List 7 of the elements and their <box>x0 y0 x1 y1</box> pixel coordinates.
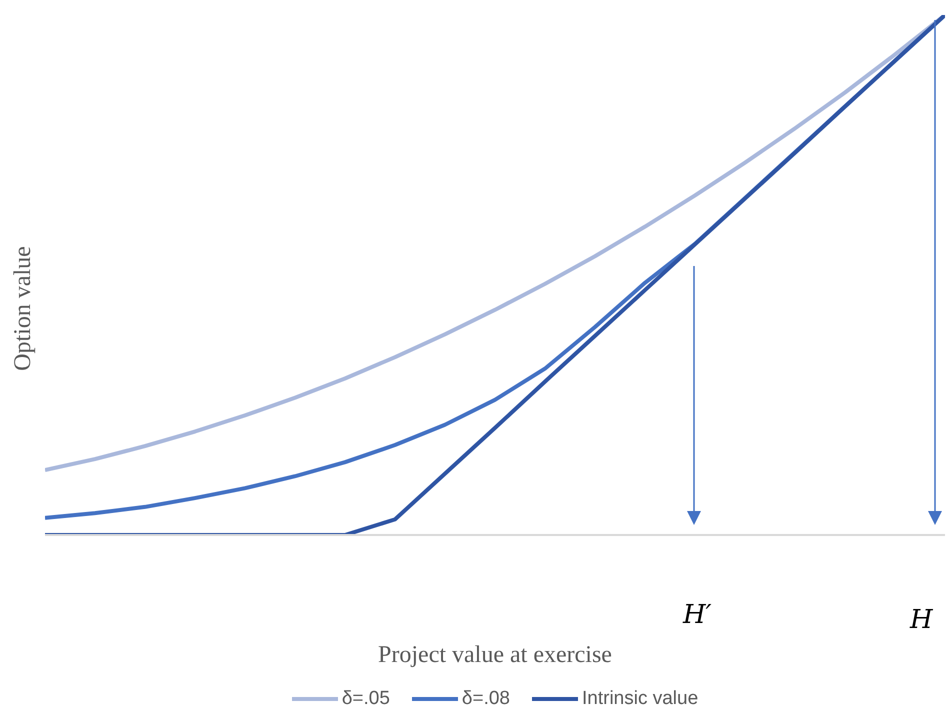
text: H <box>910 605 933 635</box>
legend-label: Intrinsic value <box>582 688 698 710</box>
y-axis-title: Option value <box>10 246 36 370</box>
x-axis-title: Project value at exercise <box>378 642 612 668</box>
text: H′ <box>683 600 712 630</box>
legend-label: δ=.05 <box>342 688 390 710</box>
legend-label: δ=.08 <box>462 688 510 710</box>
